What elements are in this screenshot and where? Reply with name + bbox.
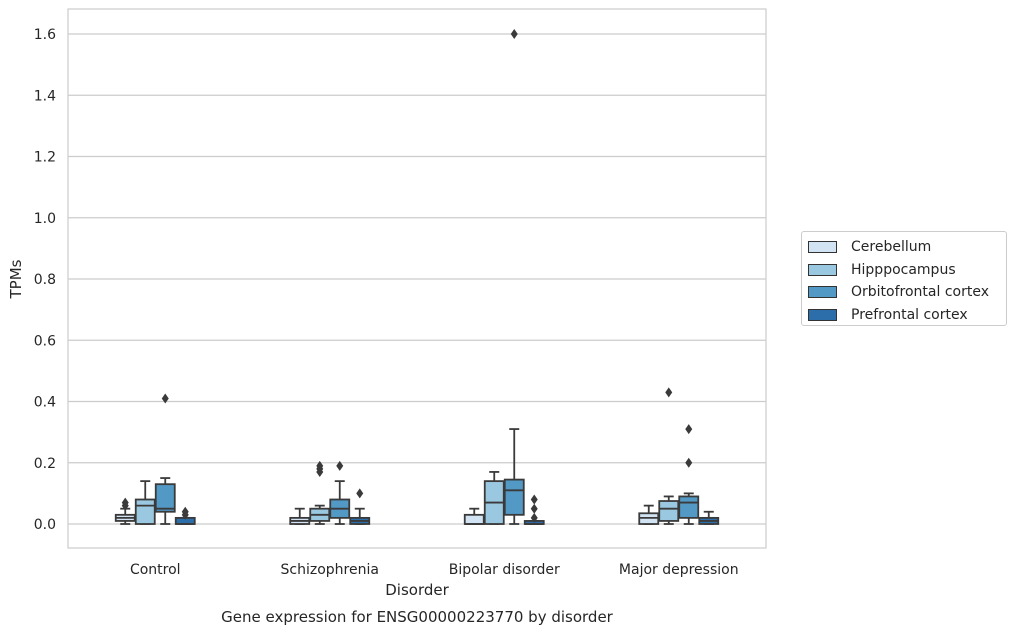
plot-frame [67,8,767,549]
box-group [289,507,311,525]
outlier-point [685,457,693,468]
box-group [134,480,156,525]
y-tick-label: 1.2 [34,150,56,166]
y-tick-label: 1.6 [34,27,56,43]
y-tick-label: 1.0 [34,211,56,227]
boxes [114,29,720,525]
box-group [483,471,505,525]
box-group [658,387,680,525]
outlier-point [510,29,518,39]
box [463,513,485,525]
outlier-point [530,512,538,523]
outlier-point [530,494,538,505]
box-group [329,460,351,525]
outlier-point [665,387,673,398]
box-group [638,504,660,525]
y-tick-label: 0.4 [34,395,56,411]
chart-title: Gene expression for ENSG00000223770 by d… [221,608,614,626]
box-group [309,460,331,525]
y-tick-label: 0.6 [34,333,56,349]
legend-swatch [808,286,837,299]
y-axis-label: TPMs [7,259,25,299]
gridlines [68,33,766,525]
legend-swatch [808,308,837,321]
legend-label: Orbitofrontal cortex [851,284,989,301]
outlier-point [685,424,693,435]
legend: Cerebellum Hipppocampus Orbitofrontal co… [801,231,1007,326]
x-tick-labels: Control Schizophrenia Bipolar disorder Majo… [130,562,739,578]
legend-label: Cerebellum [851,239,932,256]
box [503,478,525,516]
legend-item: Prefrontal cortex [808,304,1006,327]
y-tick-label: 0.2 [34,456,56,472]
outlier-point [161,393,169,404]
box [658,500,680,522]
box [154,483,176,513]
box-group [503,29,525,525]
legend-label: Prefrontal cortex [851,306,968,323]
x-tick-label: Schizophrenia [281,562,379,578]
box [678,495,700,519]
box-group [678,424,700,525]
box-group [523,494,545,525]
legend-item: Orbitofrontal cortex [808,281,1006,304]
y-tick-label: 0.8 [34,272,56,288]
x-tick-label: Major depression [619,562,739,578]
y-tick-label: 0.0 [34,517,56,533]
outlier-point [316,466,324,477]
box-group [114,497,136,525]
box-group [698,510,720,525]
outlier-point [356,488,364,499]
box [134,498,156,525]
box-group [463,507,485,525]
legend-item: Hipppocampus [808,259,1006,282]
box-group [154,393,176,525]
outlier-point [336,460,344,471]
legend-item: Cerebellum [808,236,1006,259]
y-tick-label: 1.4 [34,88,56,104]
legend-swatch [808,241,837,254]
box-group [174,506,196,525]
x-axis-label: Disorder [385,581,449,599]
x-tick-label: Control [130,562,181,578]
box-group [349,488,371,525]
x-tick-label: Bipolar disorder [449,562,560,578]
y-tick-labels: 0.0 0.2 0.4 0.6 0.8 1.0 1.2 1.4 1.6 [34,27,56,533]
outlier-point [181,509,189,520]
outlier-point [121,500,129,511]
outlier-point [530,503,538,514]
legend-swatch [808,263,837,276]
legend-label: Hipppocampus [851,261,956,278]
